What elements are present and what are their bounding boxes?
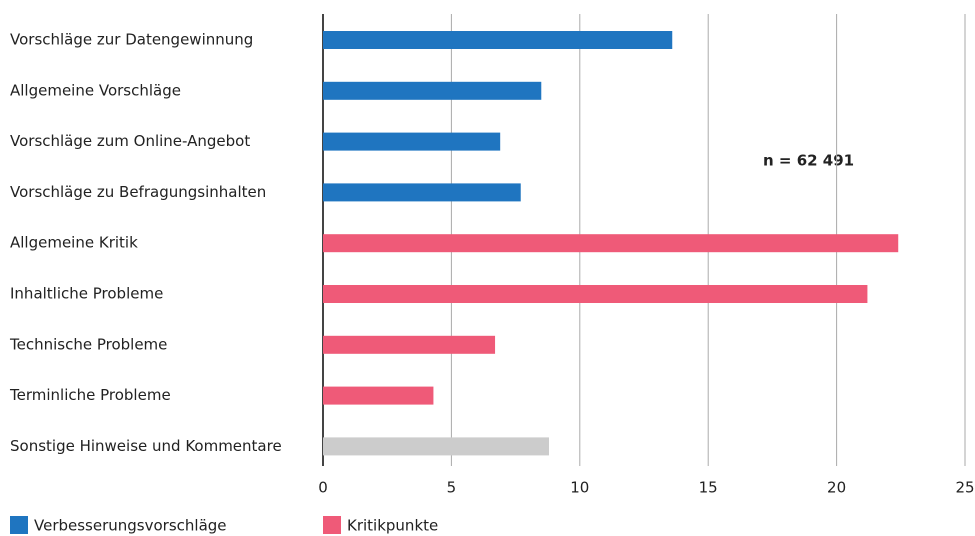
y-tick-label: Sonstige Hinweise und Kommentare	[10, 437, 282, 455]
x-tick-label: 0	[318, 479, 328, 497]
bar	[323, 437, 549, 456]
bar	[323, 31, 673, 49]
bar	[323, 285, 868, 303]
x-tick-label: 5	[447, 479, 457, 497]
legend-swatch	[323, 516, 341, 534]
bar	[323, 386, 434, 405]
legend-swatch	[10, 516, 28, 534]
annotation: n = 62 491	[763, 152, 854, 170]
legend-label: Kritikpunkte	[347, 517, 438, 535]
y-tick-label: Terminliche Probleme	[9, 386, 171, 404]
y-tick-label: Inhaltliche Probleme	[10, 285, 163, 303]
bar	[323, 234, 899, 253]
y-tick-label: Vorschläge zu Befragungsinhalten	[10, 183, 266, 201]
x-tick-label: 25	[955, 479, 974, 497]
y-tick-label: Vorschläge zum Online-Angebot	[10, 132, 250, 150]
y-tick-label: Vorschläge zur Datengewinnung	[10, 31, 253, 49]
y-tick-label: Allgemeine Vorschläge	[10, 81, 181, 99]
bar	[323, 183, 521, 202]
bar	[323, 81, 542, 100]
y-tick-label: Allgemeine Kritik	[10, 234, 138, 252]
x-tick-label: 15	[699, 479, 718, 497]
legend-label: Verbesserungsvorschläge	[34, 517, 227, 535]
bar	[323, 335, 496, 354]
bar	[323, 132, 501, 151]
x-tick-label: 10	[570, 479, 589, 497]
x-tick-label: 20	[827, 479, 846, 497]
y-tick-label: Technische Probleme	[9, 335, 167, 353]
